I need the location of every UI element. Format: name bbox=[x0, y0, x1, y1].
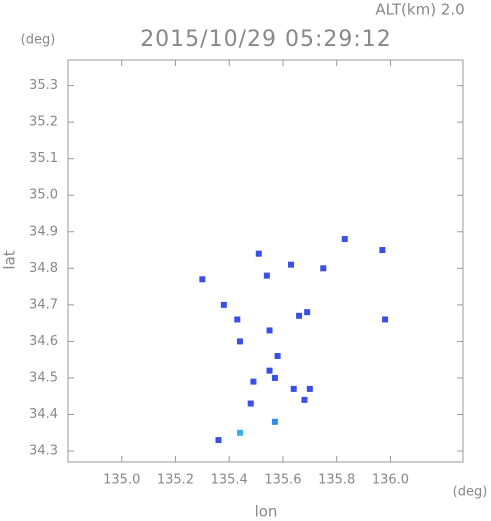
x-tick-label: 135.2 bbox=[157, 473, 194, 488]
x-unit: (deg) bbox=[453, 485, 488, 500]
x-axis-label: lon bbox=[255, 503, 278, 521]
y-tick-label: 35.3 bbox=[29, 78, 58, 93]
x-tick-label: 136.0 bbox=[372, 473, 409, 488]
echo-cell bbox=[301, 396, 308, 403]
x-tick-label: 135.8 bbox=[318, 473, 355, 488]
chart-title: 2015/10/29 05:29:12 bbox=[140, 27, 392, 52]
y-tick-label: 34.7 bbox=[29, 297, 58, 312]
y-tick-label: 35.0 bbox=[29, 188, 58, 203]
y-unit: (deg) bbox=[21, 33, 56, 48]
echo-cell bbox=[379, 247, 386, 254]
echo-cell bbox=[304, 309, 311, 316]
echo-cell bbox=[382, 316, 389, 323]
echo-cell bbox=[199, 276, 206, 283]
echo-cell bbox=[266, 367, 273, 374]
echo-cell bbox=[271, 418, 278, 425]
y-tick-label: 34.3 bbox=[29, 444, 58, 459]
echo-cell bbox=[236, 338, 243, 345]
echo-cell bbox=[274, 353, 281, 360]
echo-cell bbox=[266, 327, 273, 334]
x-tick-label: 135.4 bbox=[211, 473, 248, 488]
echo-cell bbox=[250, 378, 257, 385]
y-tick-label: 34.4 bbox=[29, 407, 58, 422]
echo-cell bbox=[247, 400, 254, 407]
echo-cell bbox=[234, 316, 241, 323]
echo-cell bbox=[220, 301, 227, 308]
echo-cell bbox=[320, 265, 327, 272]
y-tick-label: 34.9 bbox=[29, 224, 58, 239]
y-axis-label: lat bbox=[1, 250, 19, 269]
x-tick-label: 135.0 bbox=[103, 473, 140, 488]
echo-cell bbox=[288, 261, 295, 268]
echo-cell bbox=[255, 250, 262, 257]
altitude-label: ALT(km) 2.0 bbox=[375, 1, 464, 19]
y-tick-label: 34.6 bbox=[29, 334, 58, 349]
y-tick-label: 35.2 bbox=[29, 115, 58, 130]
y-tick-label: 34.5 bbox=[29, 370, 58, 385]
echo-cell bbox=[290, 385, 297, 392]
echo-cell bbox=[271, 374, 278, 381]
echo-cell bbox=[306, 385, 313, 392]
echo-cell bbox=[296, 312, 303, 319]
x-tick-label: 135.6 bbox=[264, 473, 301, 488]
y-tick-label: 35.1 bbox=[29, 151, 58, 166]
plot-frame bbox=[67, 59, 464, 463]
echo-cell bbox=[263, 272, 270, 279]
echo-cell bbox=[215, 437, 222, 444]
y-tick-label: 34.8 bbox=[29, 261, 58, 276]
echo-cell bbox=[341, 236, 348, 243]
echo-cell bbox=[236, 429, 243, 436]
